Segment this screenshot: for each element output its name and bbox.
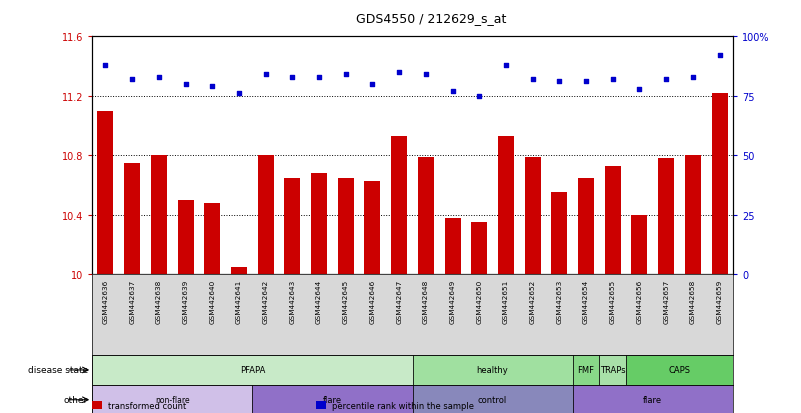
Bar [573, 385, 733, 413]
Point [126, 76, 139, 83]
Bar [685, 156, 701, 275]
Text: GSM442652: GSM442652 [529, 279, 536, 323]
Point [152, 74, 165, 81]
Text: GSM442637: GSM442637 [129, 279, 135, 323]
Bar [252, 385, 413, 413]
Bar [98, 112, 114, 275]
Text: GSM442658: GSM442658 [690, 279, 696, 323]
Point [206, 84, 219, 90]
Bar [445, 218, 461, 275]
Text: GSM442643: GSM442643 [289, 279, 296, 323]
Text: CAPS: CAPS [669, 366, 690, 375]
Point [232, 91, 245, 97]
Bar [418, 157, 434, 275]
Text: transformed count: transformed count [108, 401, 187, 410]
Text: GSM442653: GSM442653 [557, 279, 562, 323]
Bar [711, 94, 727, 275]
Text: GSM442646: GSM442646 [369, 279, 376, 323]
Text: GDS4550 / 212629_s_at: GDS4550 / 212629_s_at [356, 12, 507, 25]
Text: percentile rank within the sample: percentile rank within the sample [332, 401, 474, 410]
Point [179, 81, 192, 88]
Text: GSM442641: GSM442641 [236, 279, 242, 323]
Point [553, 79, 566, 85]
Bar [178, 200, 194, 275]
Bar [391, 137, 407, 275]
Point [260, 72, 272, 78]
Text: TRAPs: TRAPs [600, 366, 626, 375]
Bar [258, 156, 274, 275]
Bar [231, 267, 247, 275]
Text: GSM442650: GSM442650 [477, 279, 482, 323]
Bar [311, 174, 327, 275]
Text: GSM442657: GSM442657 [663, 279, 669, 323]
Point [286, 74, 299, 81]
Text: GSM442636: GSM442636 [103, 279, 108, 323]
Text: GSM442659: GSM442659 [717, 279, 723, 323]
Bar [551, 193, 567, 275]
Bar [573, 355, 599, 385]
Text: FMF: FMF [578, 366, 594, 375]
Text: GSM442640: GSM442640 [209, 279, 215, 323]
Text: control: control [478, 395, 507, 404]
Point [392, 69, 405, 76]
Bar [413, 385, 573, 413]
Text: GSM442656: GSM442656 [637, 279, 642, 323]
Bar [284, 178, 300, 275]
Point [340, 72, 352, 78]
Point [686, 74, 699, 81]
Text: flare: flare [323, 395, 342, 404]
Text: GSM442644: GSM442644 [316, 279, 322, 323]
Point [473, 93, 485, 100]
Text: PFAPA: PFAPA [239, 366, 265, 375]
Bar [599, 355, 626, 385]
Point [420, 72, 433, 78]
Point [446, 88, 459, 95]
Point [312, 74, 325, 81]
Bar [626, 355, 733, 385]
Text: other: other [64, 395, 88, 404]
Bar [92, 355, 413, 385]
Text: GSM442655: GSM442655 [610, 279, 616, 323]
Text: GSM442642: GSM442642 [263, 279, 268, 323]
Point [660, 76, 673, 83]
Bar [413, 355, 573, 385]
Bar [204, 203, 220, 275]
Text: GSM442648: GSM442648 [423, 279, 429, 323]
Text: GSM442651: GSM442651 [503, 279, 509, 323]
Point [526, 76, 539, 83]
Bar [605, 166, 621, 275]
Bar [92, 385, 252, 413]
Point [633, 86, 646, 93]
Point [99, 62, 112, 69]
Text: GSM442639: GSM442639 [183, 279, 188, 323]
Bar [338, 178, 354, 275]
Bar [151, 156, 167, 275]
Bar [364, 181, 380, 275]
Bar [578, 178, 594, 275]
Text: GSM442645: GSM442645 [343, 279, 348, 323]
Text: GSM442649: GSM442649 [449, 279, 456, 323]
Point [366, 81, 379, 88]
Text: non-flare: non-flare [155, 395, 190, 404]
Bar [124, 163, 140, 275]
Point [500, 62, 513, 69]
Point [713, 53, 726, 59]
Text: GSM442647: GSM442647 [396, 279, 402, 323]
Text: disease state: disease state [28, 366, 88, 375]
Point [580, 79, 593, 85]
Bar [498, 137, 514, 275]
Bar [631, 215, 647, 275]
Point [606, 76, 619, 83]
Bar [471, 223, 487, 275]
Text: healthy: healthy [477, 366, 509, 375]
Bar [658, 159, 674, 275]
Text: flare: flare [643, 395, 662, 404]
Text: GSM442638: GSM442638 [156, 279, 162, 323]
Text: GSM442654: GSM442654 [583, 279, 589, 323]
Bar [525, 157, 541, 275]
